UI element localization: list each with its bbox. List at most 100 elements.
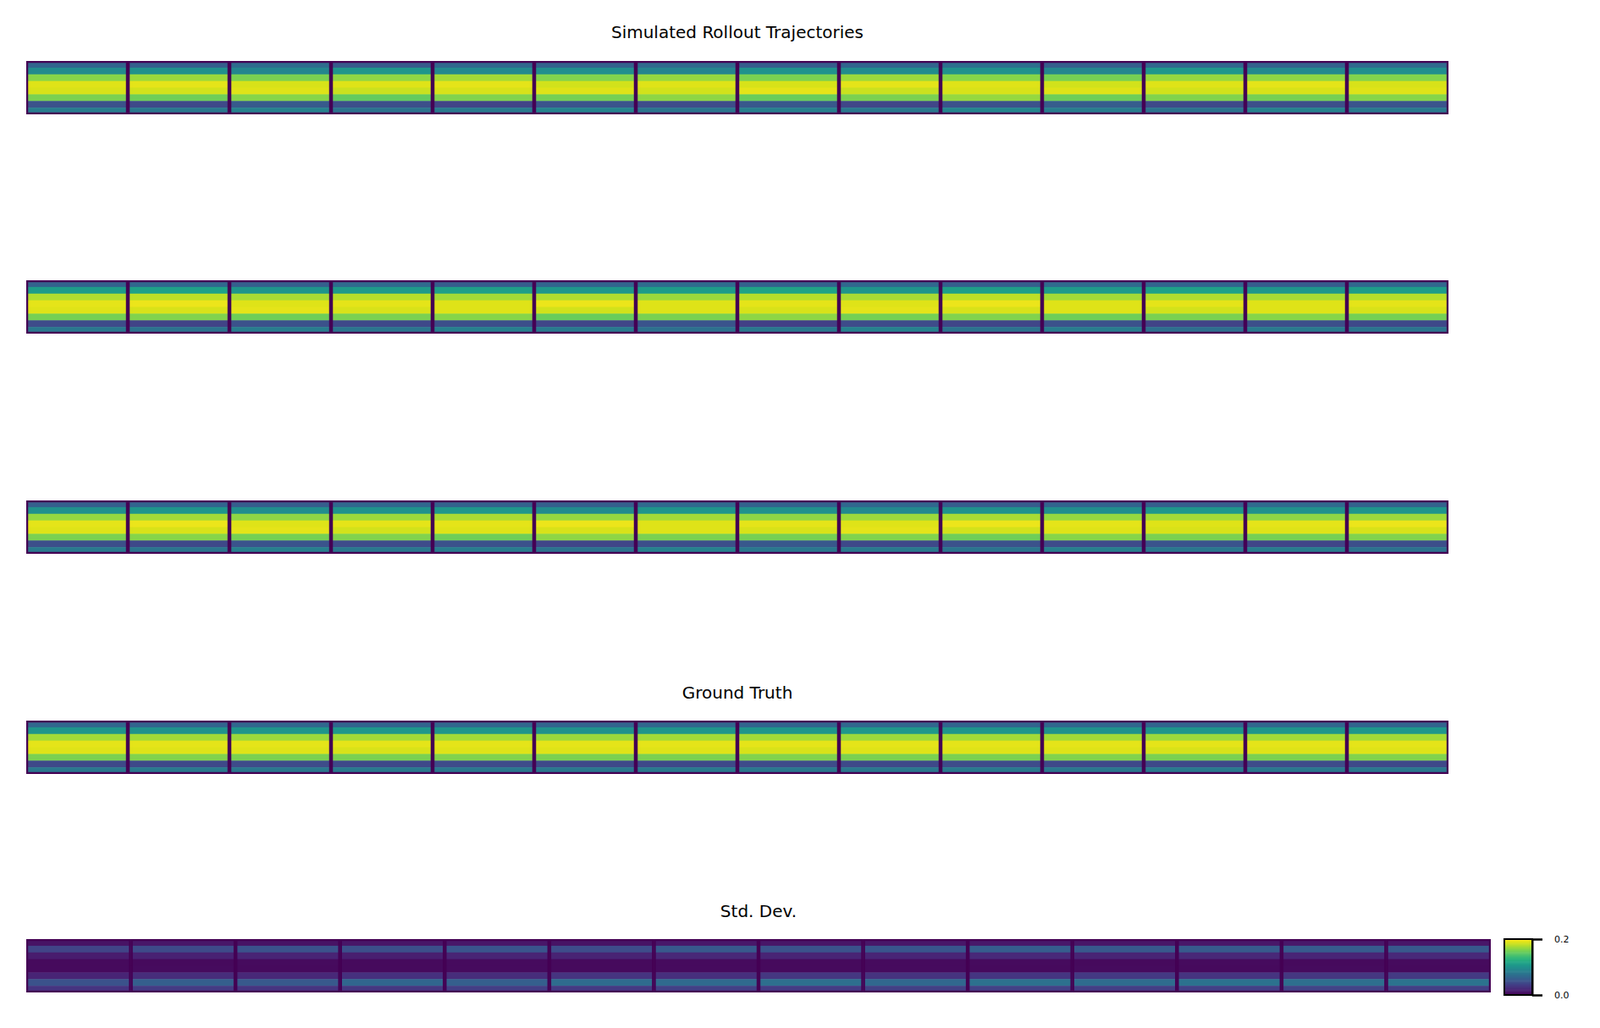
heat-cell xyxy=(737,507,839,514)
frame xyxy=(653,938,759,993)
heat-cell xyxy=(1281,978,1387,986)
frame-border xyxy=(1144,61,1245,114)
heat-cell xyxy=(940,740,1043,748)
heat-cell xyxy=(235,971,341,979)
frame xyxy=(1042,60,1144,115)
frame-border xyxy=(331,721,432,773)
tick-label: 0.0 xyxy=(1554,989,1570,1001)
heat-cell xyxy=(1042,313,1144,320)
frame-border xyxy=(1246,501,1347,553)
frame xyxy=(737,500,839,554)
heat-cell xyxy=(432,74,535,82)
heat-cell xyxy=(967,971,1073,979)
heat-cell xyxy=(940,293,1043,301)
heat-cell xyxy=(940,100,1043,108)
heat-cell xyxy=(1143,286,1246,294)
frame-border xyxy=(230,61,331,114)
heat-cell xyxy=(26,520,128,528)
heat-cell xyxy=(26,965,132,973)
heat-cell xyxy=(432,67,535,75)
heat-cell xyxy=(635,300,738,308)
panel: Std. Dev.0.20.0 xyxy=(26,900,1570,1001)
heat-cell xyxy=(331,100,433,108)
heat-cell xyxy=(127,300,230,308)
figure: Simulated Rollout TrajectoriesGround Tru… xyxy=(0,0,1600,1028)
heat-cell xyxy=(737,88,839,95)
frame-border xyxy=(1282,939,1386,992)
frame-border xyxy=(1177,939,1281,992)
heat-cell xyxy=(1176,959,1282,966)
frame-border xyxy=(27,501,127,553)
heat-cell xyxy=(1072,971,1178,979)
frame xyxy=(534,720,636,774)
heat-cell xyxy=(534,88,636,95)
frame-border xyxy=(1073,939,1177,992)
frame xyxy=(737,280,839,334)
frame-border xyxy=(738,281,839,333)
heat-cell xyxy=(838,307,941,315)
heat-cell xyxy=(131,971,237,979)
heat-cell xyxy=(1245,507,1347,514)
cells xyxy=(26,280,1449,334)
heat-cell xyxy=(1143,747,1246,755)
frame xyxy=(1385,938,1491,993)
heat-cell xyxy=(534,307,636,315)
heat-cell xyxy=(127,733,230,741)
frame xyxy=(26,720,128,774)
frame-border xyxy=(27,281,127,333)
heat-cell xyxy=(26,527,128,535)
heat-cell xyxy=(26,286,128,294)
heat-cell xyxy=(737,753,839,761)
frame-border xyxy=(331,61,432,114)
heat-cell xyxy=(737,760,839,767)
heat-cell xyxy=(1143,313,1246,320)
heat-cell xyxy=(1042,81,1144,89)
heat-cell xyxy=(534,513,636,521)
panel: Ground Truth xyxy=(26,682,1449,775)
heat-cell xyxy=(1072,978,1178,986)
frame xyxy=(838,60,941,115)
heat-cell xyxy=(534,74,636,82)
heat-cell xyxy=(940,313,1043,320)
heat-cell xyxy=(635,307,738,315)
heat-cell xyxy=(838,81,941,89)
heat-cell xyxy=(838,740,941,748)
heat-cell xyxy=(1346,88,1449,95)
panel-title: Std. Dev. xyxy=(720,900,797,922)
heat-cell xyxy=(331,540,433,547)
heat-cell xyxy=(940,67,1043,75)
heat-cell xyxy=(737,293,839,301)
heat-cell xyxy=(444,978,550,986)
heat-cell xyxy=(863,978,969,986)
heat-cell xyxy=(229,733,332,741)
heat-cell xyxy=(758,978,864,986)
cells xyxy=(26,60,1449,115)
heat-cell xyxy=(1245,67,1347,75)
heat-cell xyxy=(1176,945,1282,953)
heat-cell xyxy=(940,74,1043,82)
heat-cell xyxy=(940,527,1043,535)
heat-cell xyxy=(940,81,1043,89)
heat-cell xyxy=(534,733,636,741)
heat-cell xyxy=(635,733,738,741)
heat-cell xyxy=(1042,300,1144,308)
heat-cell xyxy=(838,300,941,308)
heat-cell xyxy=(635,93,738,101)
heat-cell xyxy=(1143,81,1246,89)
heat-cell xyxy=(432,81,535,89)
heat-cell xyxy=(432,307,535,315)
heat-cell xyxy=(534,320,636,327)
heat-cell xyxy=(1245,527,1347,535)
frame xyxy=(863,938,969,993)
heat-cell xyxy=(1245,727,1347,734)
heat-cell xyxy=(1245,300,1347,308)
heat-cell xyxy=(1346,313,1449,320)
heat-cell xyxy=(1245,760,1347,767)
frame xyxy=(127,280,230,334)
heat-cell xyxy=(26,952,132,960)
heat-cell xyxy=(635,88,738,95)
frame xyxy=(534,60,636,115)
heat-cell xyxy=(1042,740,1144,748)
heat-cell xyxy=(534,313,636,320)
frame xyxy=(331,500,433,554)
